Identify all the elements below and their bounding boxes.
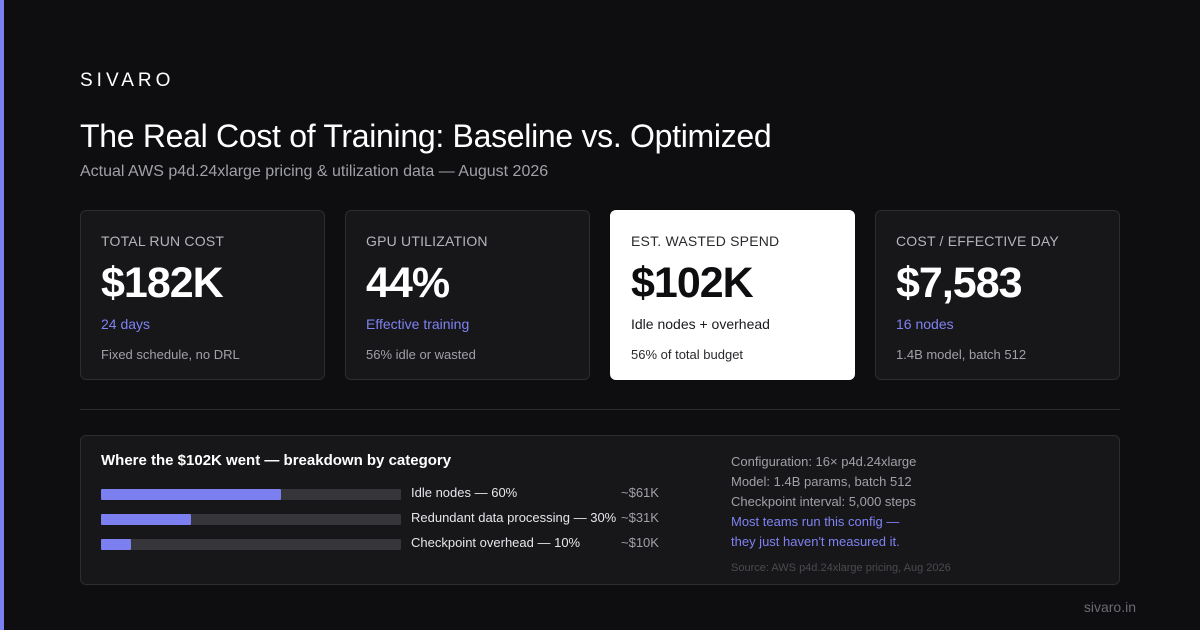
metric-label: GPU UTILIZATION: [366, 233, 488, 249]
highlight-note-line-1: Most teams run this config —: [731, 514, 900, 529]
metric-value: $7,583: [896, 259, 1023, 307]
highlight-note-line-2: they just haven't measured it.: [731, 534, 900, 549]
progress-track: [101, 539, 401, 550]
metric-card-gpu-utilization: GPU UTILIZATION 44% Effective training 5…: [345, 210, 590, 380]
checkpoint-line: Checkpoint interval: 5,000 steps: [731, 494, 916, 509]
progress-fill: [101, 489, 281, 500]
metric-label: TOTAL RUN COST: [101, 233, 225, 249]
metric-footnote: 56% of total budget: [631, 347, 744, 362]
breakdown-amount: ~$31K: [621, 510, 659, 525]
metric-card-cost-per-day: COST / EFFECTIVE DAY $7,583 16 nodes 1.4…: [875, 210, 1120, 380]
progress-track: [101, 514, 401, 525]
accent-bar: [0, 0, 4, 630]
breakdown-label: Idle nodes — 60%: [411, 485, 518, 500]
metric-footnote: Fixed schedule, no DRL: [101, 347, 240, 362]
metric-card-wasted-spend: EST. WASTED SPEND $102K Idle nodes + ove…: [610, 210, 855, 380]
source-note: Source: AWS p4d.24xlarge pricing, Aug 20…: [731, 562, 951, 574]
breakdown-amount: ~$10K: [621, 535, 659, 550]
section-divider: [80, 409, 1120, 410]
metric-subtext: 24 days: [101, 316, 151, 332]
breakdown-label: Redundant data processing — 30%: [411, 510, 617, 525]
page-title: The Real Cost of Training: Baseline vs. …: [80, 118, 772, 154]
breakdown-panel: Where the $102K went — breakdown by cate…: [80, 435, 1120, 585]
progress-track: [101, 489, 401, 500]
page-subtitle: Actual AWS p4d.24xlarge pricing & utiliz…: [80, 163, 549, 180]
breakdown-title: Where the $102K went — breakdown by cate…: [101, 452, 452, 469]
metric-label: EST. WASTED SPEND: [631, 233, 780, 249]
breakdown-row-checkpoint-overhead: Checkpoint overhead — 10% ~$10K: [101, 535, 661, 553]
breakdown-row-idle-nodes: Idle nodes — 60% ~$61K: [101, 485, 661, 503]
breakdown-row-redundant-data: Redundant data processing — 30% ~$31K: [101, 510, 661, 528]
metric-footnote: 56% idle or wasted: [366, 347, 476, 362]
metric-subtext: 16 nodes: [896, 316, 954, 332]
metric-label: COST / EFFECTIVE DAY: [896, 233, 1059, 249]
breakdown-amount: ~$61K: [621, 485, 659, 500]
footer-domain: sivaro.in: [1083, 599, 1136, 615]
metric-value: $102K: [631, 259, 754, 307]
progress-fill: [101, 539, 131, 550]
metric-card-total-run-cost: TOTAL RUN COST $182K 24 days Fixed sched…: [80, 210, 325, 380]
metric-subtext: Idle nodes + overhead: [631, 316, 770, 332]
metric-cards: TOTAL RUN COST $182K 24 days Fixed sched…: [80, 210, 1120, 380]
metric-value: $182K: [101, 259, 224, 307]
metric-subtext: Effective training: [366, 316, 470, 332]
config-info: Configuration: 16× p4d.24xlarge Model: 1…: [731, 452, 1101, 578]
breakdown-label: Checkpoint overhead — 10%: [411, 535, 581, 550]
metric-value: 44%: [366, 259, 450, 307]
config-line: Configuration: 16× p4d.24xlarge: [731, 454, 917, 469]
progress-fill: [101, 514, 191, 525]
metric-footnote: 1.4B model, batch 512: [896, 347, 1027, 362]
brand-logo: SIVARO: [80, 70, 175, 91]
model-line: Model: 1.4B params, batch 512: [731, 474, 912, 489]
